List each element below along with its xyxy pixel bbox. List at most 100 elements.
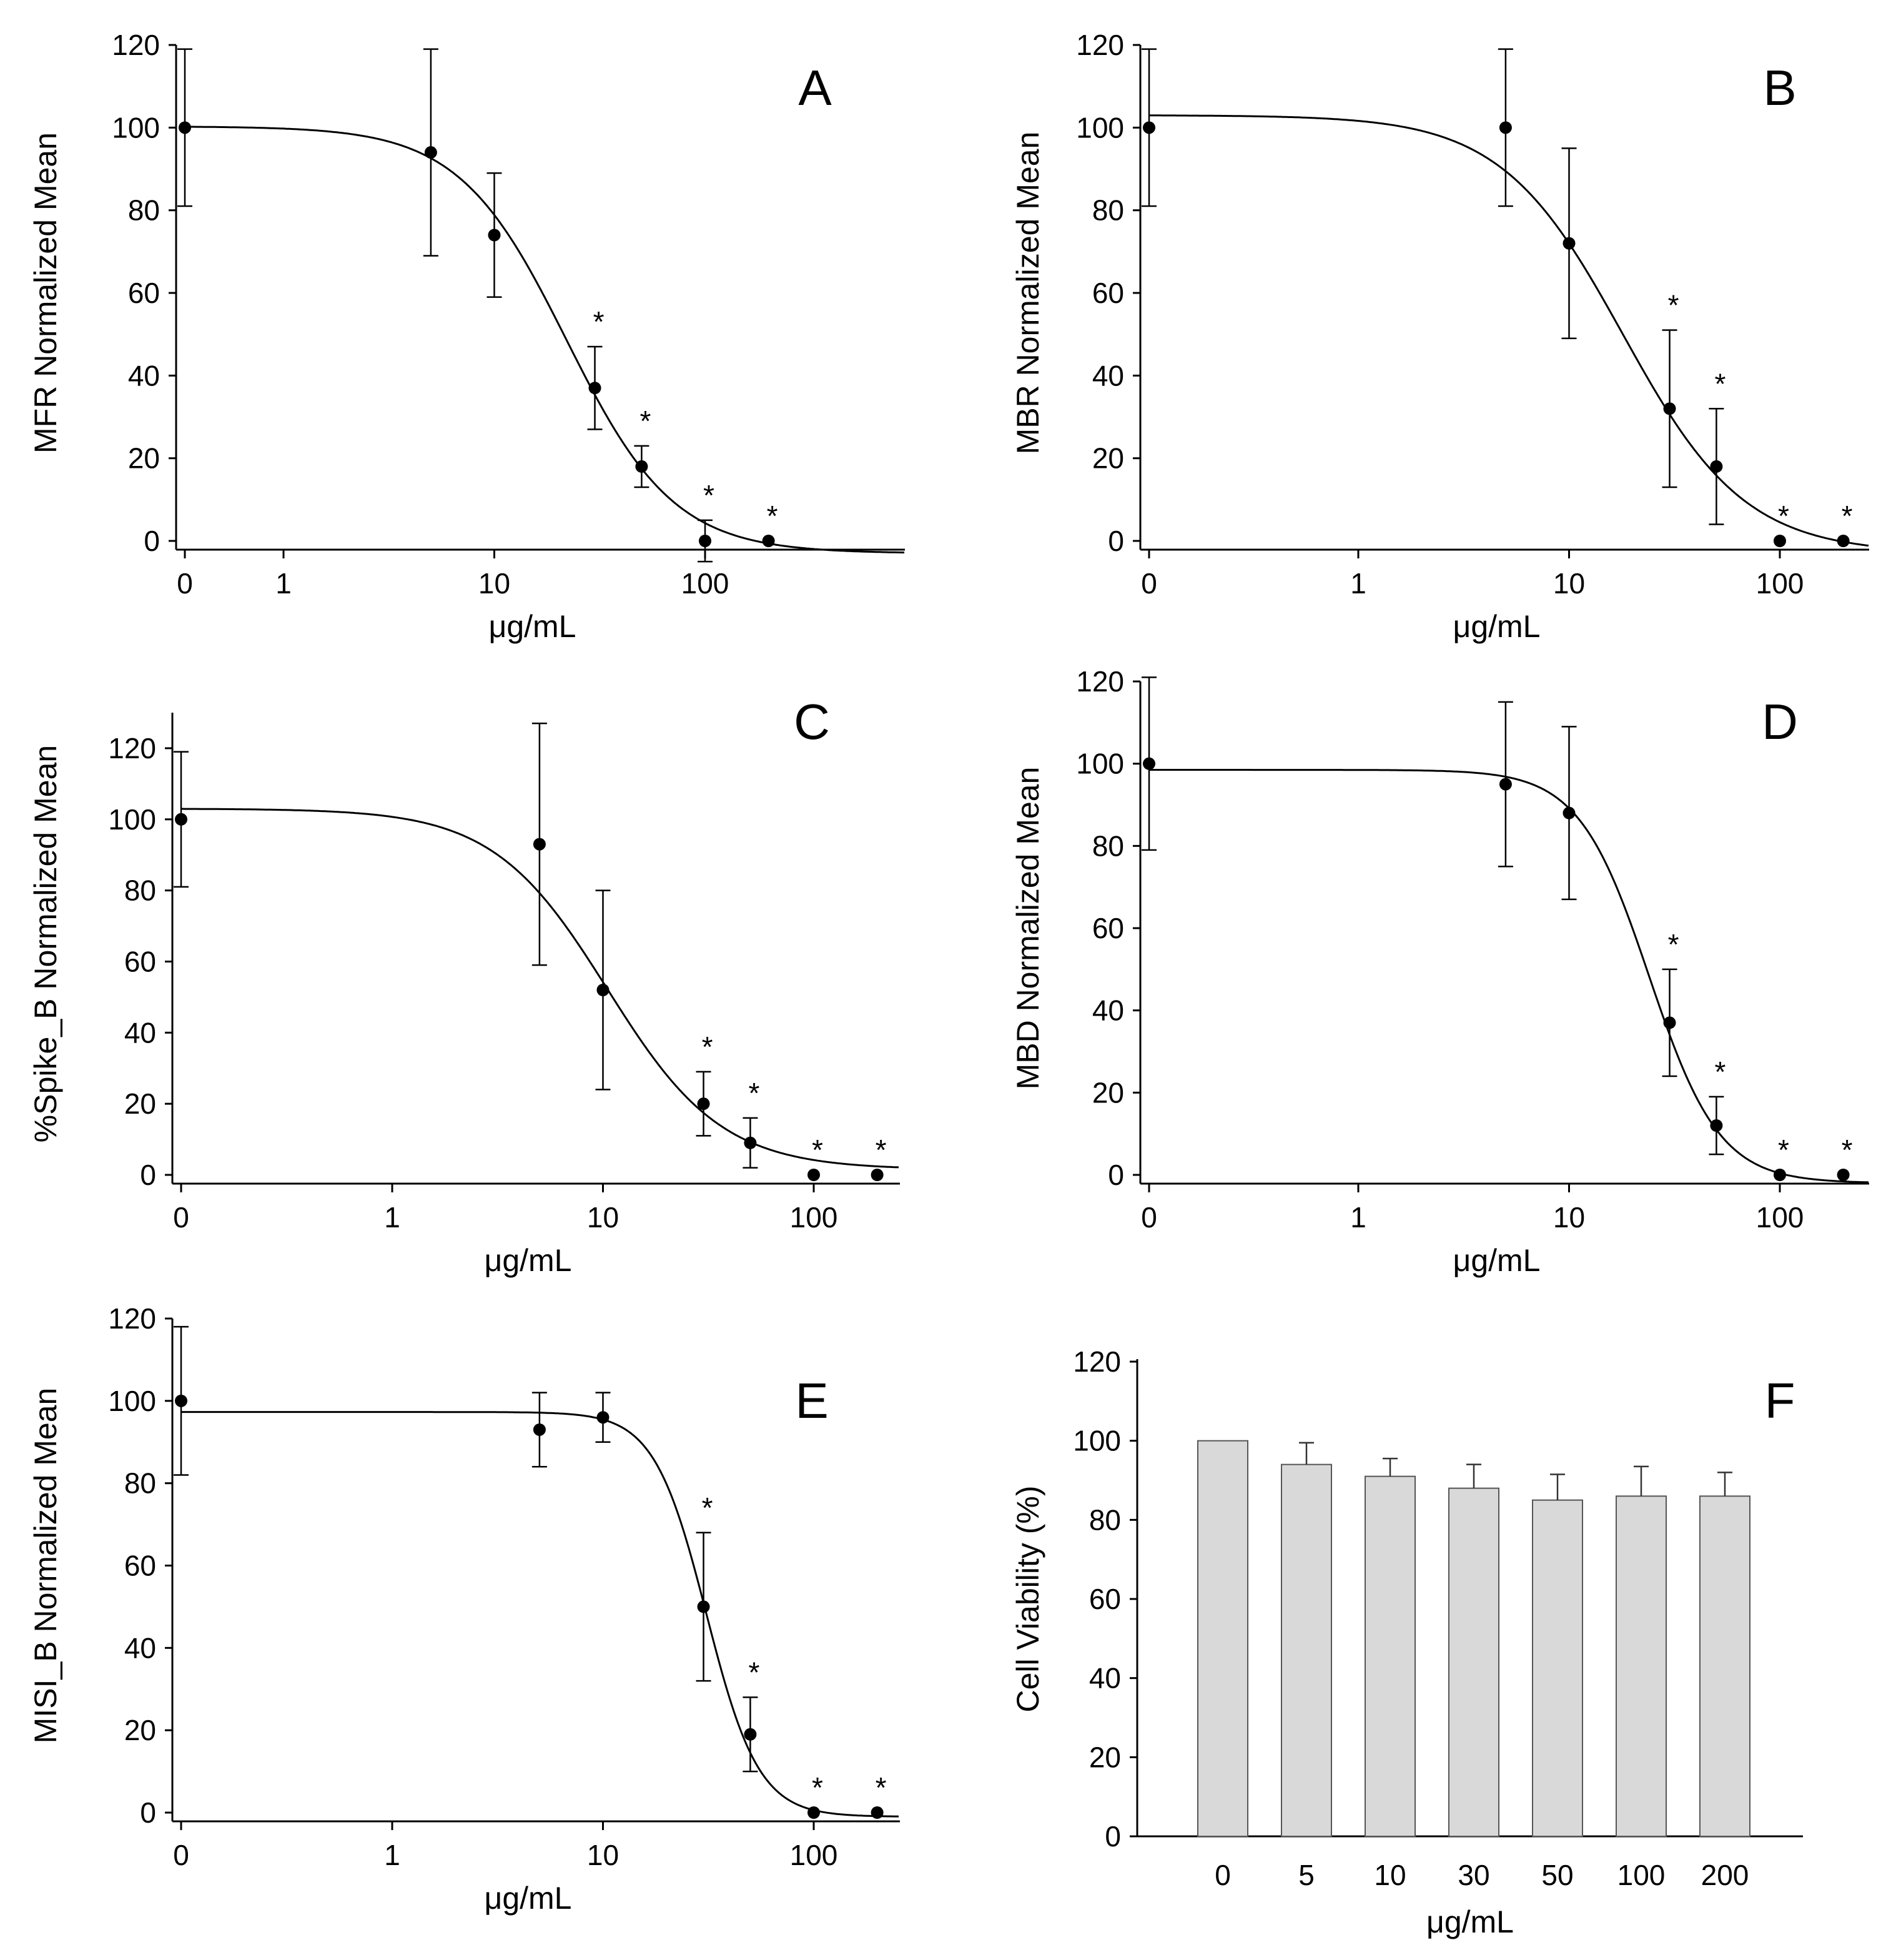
y-tick-label: 60 bbox=[128, 277, 160, 309]
y-axis-title: MFR Normalized Mean bbox=[28, 132, 63, 453]
y-tick-label: 0 bbox=[140, 1796, 156, 1829]
x-tick-label: 1 bbox=[384, 1839, 400, 1871]
y-tick-label: 40 bbox=[124, 1016, 156, 1049]
y-tick-label: 80 bbox=[124, 874, 156, 907]
y-tick-label: 40 bbox=[128, 359, 160, 392]
x-tick-label: 1 bbox=[275, 567, 292, 600]
y-tick-label: 120 bbox=[108, 1302, 156, 1335]
y-tick-label: 40 bbox=[1092, 359, 1124, 392]
data-point bbox=[1663, 402, 1676, 415]
y-tick-label: 100 bbox=[108, 803, 156, 836]
data-point bbox=[179, 121, 191, 134]
data-point bbox=[744, 1728, 757, 1741]
significance-star: * bbox=[1714, 1056, 1726, 1088]
x-tick-label: 0 bbox=[1141, 567, 1157, 600]
y-tick-label: 40 bbox=[1089, 1662, 1121, 1695]
fit-curve bbox=[1149, 769, 1869, 1184]
x-tick-label: 1 bbox=[1350, 1201, 1366, 1234]
x-tick-label: 100 bbox=[1617, 1859, 1666, 1891]
y-tick-label: 80 bbox=[128, 194, 160, 227]
x-tick-label: 0 bbox=[1215, 1859, 1231, 1891]
significance-star: * bbox=[812, 1771, 823, 1804]
x-tick-label: 100 bbox=[1756, 567, 1804, 600]
x-tick-label: 10 bbox=[478, 567, 510, 600]
y-tick-label: 60 bbox=[124, 1550, 156, 1582]
y-tick-label: 40 bbox=[1092, 994, 1124, 1027]
significance-star: * bbox=[748, 1077, 759, 1109]
panel-c: 0 20 40 60 80 100 120 0 1 10 100 μg/mL %Spike_B Norm… bbox=[28, 694, 900, 1278]
data-point bbox=[1710, 460, 1723, 473]
x-tick-label: 1 bbox=[384, 1201, 400, 1234]
panel-b: 0 20 40 60 80 100 120 0 1 10 100 μg/mL MBR Normalize… bbox=[1010, 29, 1869, 644]
x-tick-label: 0 bbox=[173, 1201, 189, 1234]
significance-star: * bbox=[1778, 500, 1789, 532]
y-tick-label: 120 bbox=[108, 732, 156, 765]
x-tick-label: 5 bbox=[1298, 1859, 1315, 1891]
data-point bbox=[1774, 535, 1786, 547]
fit-curve bbox=[185, 126, 905, 554]
significance-star: * bbox=[876, 1134, 887, 1166]
data-point bbox=[762, 535, 775, 547]
data-point bbox=[1143, 757, 1155, 770]
x-tick-label: 10 bbox=[1553, 567, 1585, 600]
x-tick-label: 0 bbox=[177, 567, 193, 600]
x-tick-label: 1 bbox=[1350, 567, 1366, 600]
data-point bbox=[424, 146, 437, 159]
y-tick-label: 80 bbox=[1092, 194, 1124, 227]
data-point bbox=[807, 1806, 820, 1819]
y-tick-label: 100 bbox=[1076, 748, 1124, 780]
x-tick-label: 100 bbox=[790, 1839, 838, 1871]
data-point bbox=[175, 1394, 187, 1407]
y-tick-label: 120 bbox=[1073, 1345, 1121, 1378]
y-tick-label: 60 bbox=[1092, 912, 1124, 944]
bar bbox=[1197, 1440, 1248, 1838]
x-axis-title: μg/mL bbox=[1426, 1904, 1514, 1939]
data-point bbox=[697, 1600, 710, 1613]
y-tick-label: 120 bbox=[1076, 665, 1124, 698]
y-axis-title: Cell Viability (%) bbox=[1010, 1485, 1045, 1712]
data-point bbox=[1499, 778, 1512, 791]
y-tick-label: 20 bbox=[1092, 1076, 1124, 1109]
y-tick-label: 0 bbox=[1108, 525, 1124, 557]
y-tick-label: 40 bbox=[124, 1631, 156, 1664]
panel-letter: D bbox=[1762, 694, 1798, 750]
data-point bbox=[1563, 806, 1576, 819]
data-point bbox=[871, 1806, 884, 1819]
data-point bbox=[1499, 121, 1512, 134]
y-tick-label: 120 bbox=[1076, 29, 1124, 61]
data-point bbox=[1663, 1016, 1676, 1029]
bar bbox=[1532, 1499, 1583, 1838]
x-tick-label: 10 bbox=[587, 1839, 619, 1871]
bar bbox=[1616, 1495, 1667, 1837]
x-axis-title: μg/mL bbox=[1453, 609, 1541, 644]
significance-star: * bbox=[593, 305, 605, 338]
significance-star: * bbox=[1778, 1134, 1789, 1166]
data-point bbox=[699, 535, 711, 547]
y-tick-label: 60 bbox=[1089, 1583, 1121, 1615]
data-point bbox=[871, 1169, 884, 1181]
y-tick-label: 60 bbox=[1092, 277, 1124, 309]
data-point bbox=[807, 1169, 820, 1181]
x-axis-title: μg/mL bbox=[489, 609, 576, 644]
y-tick-label: 80 bbox=[1089, 1503, 1121, 1536]
significance-star: * bbox=[767, 500, 778, 532]
significance-star: * bbox=[703, 479, 714, 512]
data-point bbox=[533, 1423, 546, 1436]
data-point bbox=[175, 813, 187, 826]
y-tick-label: 60 bbox=[124, 945, 156, 978]
bar bbox=[1281, 1463, 1332, 1838]
y-tick-label: 100 bbox=[1076, 111, 1124, 144]
significance-star: * bbox=[702, 1031, 713, 1063]
y-tick-label: 20 bbox=[124, 1714, 156, 1746]
data-point bbox=[1837, 1169, 1850, 1181]
data-point bbox=[533, 838, 546, 851]
x-tick-label: 100 bbox=[681, 567, 729, 600]
data-point bbox=[1774, 1169, 1786, 1181]
panel-letter: E bbox=[795, 1373, 828, 1428]
significance-star: * bbox=[1842, 1134, 1853, 1166]
y-tick-label: 20 bbox=[1092, 442, 1124, 475]
data-point bbox=[1563, 237, 1576, 250]
x-axis-title: μg/mL bbox=[485, 1243, 572, 1278]
y-tick-label: 100 bbox=[1073, 1425, 1121, 1457]
